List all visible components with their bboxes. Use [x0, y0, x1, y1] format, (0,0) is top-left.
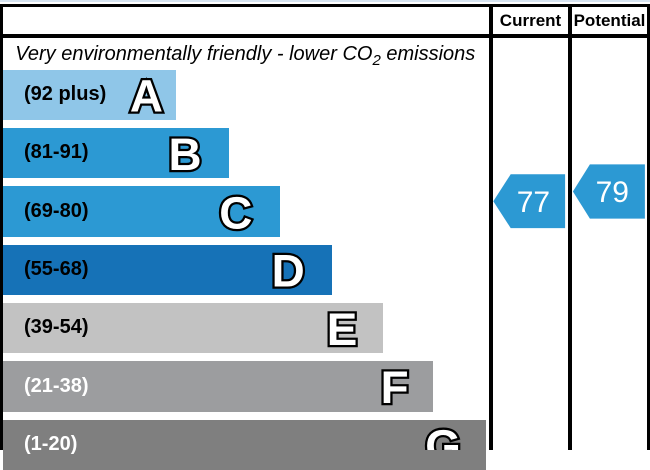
svg-text:79: 79 [596, 176, 629, 209]
svg-text:G: G [425, 421, 461, 451]
svg-text:E: E [327, 304, 358, 355]
svg-text:F: F [381, 362, 409, 413]
svg-text:C: C [219, 187, 252, 238]
svg-text:B: B [168, 129, 201, 180]
svg-text:D: D [272, 246, 305, 297]
svg-text:A: A [130, 71, 163, 122]
svg-text:77: 77 [517, 186, 550, 219]
